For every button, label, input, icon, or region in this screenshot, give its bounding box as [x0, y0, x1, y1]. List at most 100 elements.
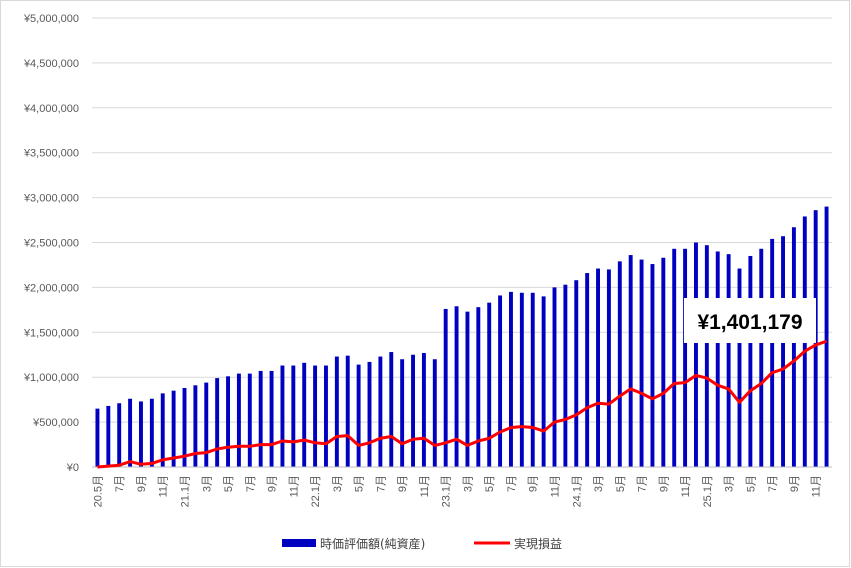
bar [770, 238, 775, 467]
bar [247, 373, 252, 467]
x-tick-label: 5月 [745, 475, 757, 492]
bar [824, 206, 829, 467]
bar [258, 370, 263, 467]
x-tick-label: 3月 [593, 475, 605, 492]
bar [117, 403, 122, 467]
x-tick-label: 9月 [267, 475, 279, 492]
x-tick-label: 5月 [484, 475, 496, 492]
bar [215, 378, 220, 467]
value-callout: ¥1,401,179 [684, 298, 816, 343]
bar [204, 382, 209, 467]
bar [345, 355, 350, 467]
bar [95, 408, 100, 467]
bar [302, 362, 307, 467]
bar [378, 356, 383, 467]
x-tick-label: 5月 [223, 475, 235, 492]
bar [606, 269, 611, 467]
bar [465, 311, 470, 467]
y-tick-label: ¥1,500,000 [23, 327, 79, 339]
x-tick-labels: 20.5月 7月 9月 11月 21.1月 3月 5月 7月 9月 11月 22.1月 3月 5月 7月 9… [92, 475, 822, 507]
bar [683, 248, 688, 467]
bar [563, 284, 568, 467]
x-tick-label: 7月 [375, 475, 387, 492]
x-tick-label: 11月 [811, 475, 823, 497]
x-tick-label: 9月 [658, 475, 670, 492]
bar [672, 248, 677, 467]
x-tick-label: 20.5月 [92, 475, 104, 507]
x-tick-label: 11月 [158, 475, 170, 497]
bar [748, 255, 753, 467]
x-tick-label: 3月 [462, 475, 474, 492]
y-tick-label: ¥2,500,000 [23, 238, 79, 250]
bar [541, 296, 546, 467]
y-tick-label: ¥4,000,000 [23, 103, 79, 115]
bar [650, 264, 655, 467]
bar [661, 257, 666, 467]
x-tick-label: 7月 [767, 475, 779, 492]
bar [324, 365, 328, 467]
bar [443, 308, 448, 467]
bar [313, 365, 318, 467]
line-series [97, 339, 828, 469]
bar [106, 405, 111, 467]
x-tick-label: 23.1月 [441, 475, 453, 507]
bar [182, 387, 187, 467]
bar [737, 268, 742, 467]
x-tick-label: 9月 [789, 475, 801, 492]
bar [236, 373, 241, 467]
x-tick-label: 5月 [354, 475, 366, 492]
bar [694, 242, 698, 467]
y-tick-label: ¥500,000 [32, 417, 79, 429]
bar [356, 364, 361, 467]
y-tick-label: ¥2,000,000 [23, 282, 79, 294]
bar [628, 255, 633, 467]
bar [639, 259, 644, 467]
x-tick-label: 7月 [637, 475, 649, 492]
bar-series [95, 206, 829, 467]
bar [139, 401, 143, 467]
bar [596, 268, 600, 467]
bar [791, 227, 796, 467]
x-tick-label: 11月 [288, 475, 300, 497]
legend-label-line: 実現損益 [514, 536, 562, 551]
x-tick-label: 22.1月 [310, 475, 322, 507]
bar [171, 390, 176, 467]
bar [193, 385, 198, 467]
x-tick-label: 11月 [680, 475, 692, 497]
bar [715, 251, 720, 467]
y-tick-label: ¥1,000,000 [23, 372, 79, 384]
callout-text: ¥1,401,179 [697, 311, 802, 334]
x-tick-label: 7月 [114, 475, 126, 492]
bar [509, 291, 513, 467]
bar [432, 359, 437, 467]
x-tick-label: 9月 [528, 475, 540, 492]
legend-label-bar: 時価評価額(純資産) [320, 536, 425, 551]
bar [574, 280, 579, 467]
x-tick-label: 21.1月 [180, 475, 192, 507]
bar [781, 236, 785, 467]
x-tick-label: 3月 [201, 475, 213, 492]
x-tick-label: 9月 [136, 475, 148, 492]
legend: 時価評価額(純資産) 実現損益 [282, 536, 562, 551]
bar [487, 302, 492, 467]
x-tick-label: 11月 [550, 475, 562, 497]
line-path [97, 339, 828, 469]
x-tick-label: 5月 [615, 475, 627, 492]
bar [585, 273, 590, 467]
x-tick-label: 11月 [419, 475, 431, 497]
bar [269, 370, 274, 467]
bar [367, 361, 372, 467]
y-tick-labels: ¥0 ¥500,000 ¥1,000,000 ¥1,500,000 ¥2,000,000… [23, 13, 79, 474]
y-tick-label: ¥0 [66, 462, 79, 474]
bar [160, 393, 165, 467]
y-tick-label: ¥4,500,000 [23, 58, 79, 70]
bar [476, 307, 481, 467]
bar [400, 359, 405, 467]
bar [334, 356, 339, 467]
bar [128, 398, 133, 467]
y-tick-label: ¥5,000,000 [23, 13, 79, 25]
x-tick-label: 24.1月 [571, 475, 583, 507]
bar [552, 287, 557, 467]
y-tick-label: ¥3,000,000 [23, 193, 79, 205]
